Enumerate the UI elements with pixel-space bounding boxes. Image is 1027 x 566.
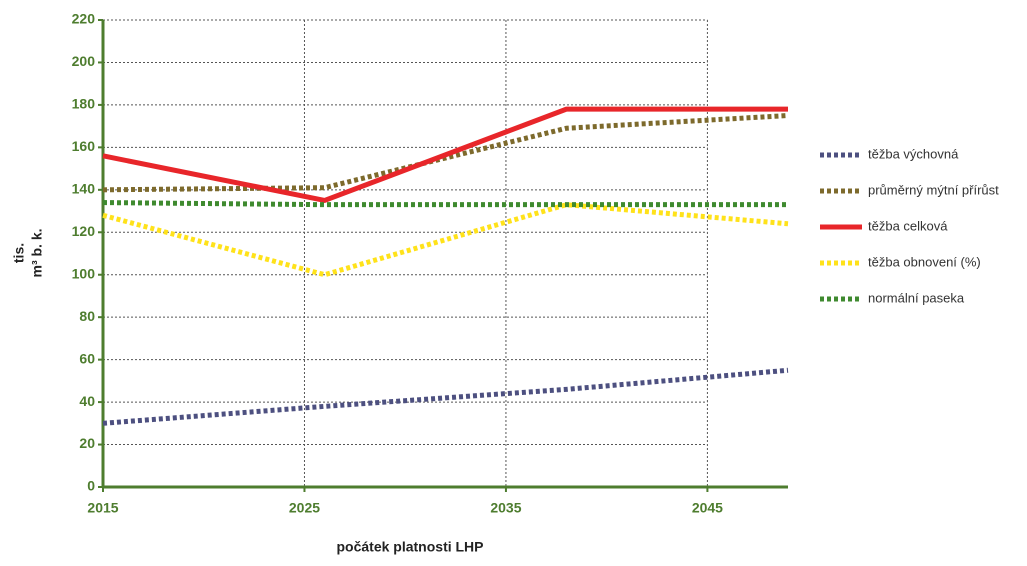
y-tick-label: 20 [79,435,95,451]
y-tick-label: 100 [72,265,96,281]
legend-label: průměrný mýtní přírůst [868,182,999,197]
y-tick-label: 40 [79,393,95,409]
legend-label: těžba obnovení (%) [868,254,981,269]
y-axis-label: tis. [11,243,27,263]
y-tick-label: 0 [87,478,95,494]
y-tick-label: 200 [72,53,96,69]
x-tick-label: 2035 [490,500,521,516]
x-tick-label: 2045 [692,500,723,516]
legend-label: normální paseka [868,290,965,305]
y-tick-label: 80 [79,308,95,324]
y-tick-label: 220 [72,11,96,27]
x-tick-label: 2015 [87,500,118,516]
line-series [102,200,788,208]
y-tick-label: 120 [72,223,96,239]
line-series [102,202,789,278]
x-axis-label: počátek platnosti LHP [336,539,483,555]
y-tick-label: 60 [79,350,95,366]
y-tick-label: 180 [72,96,96,112]
legend-label: těžba celková [868,218,948,233]
y-tick-label: 160 [72,138,96,154]
line-series [102,113,789,193]
line-series [102,367,789,426]
y-tick-label: 140 [72,181,96,197]
x-tick-label: 2025 [289,500,320,516]
line-series [102,106,788,204]
legend-label: těžba výchovná [868,146,959,161]
y-axis-label: m³ b. k. [29,228,45,277]
